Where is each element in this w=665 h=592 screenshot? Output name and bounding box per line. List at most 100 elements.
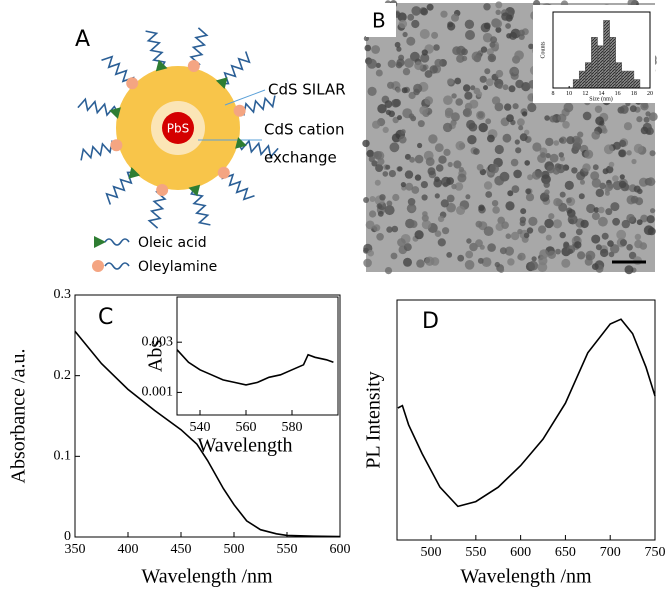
particle	[464, 260, 475, 270]
acid-head	[235, 137, 247, 149]
particle	[471, 51, 482, 62]
particle	[504, 246, 514, 256]
particle	[465, 30, 475, 40]
particle	[495, 26, 502, 33]
particle	[433, 44, 440, 51]
particle	[489, 41, 496, 48]
particle	[549, 115, 557, 123]
particle	[599, 182, 606, 190]
particle	[389, 142, 400, 153]
particle	[368, 156, 375, 163]
particle	[417, 142, 423, 149]
particle	[443, 95, 453, 105]
particle	[440, 199, 449, 208]
particle	[400, 182, 406, 188]
particle	[466, 238, 472, 244]
particle	[559, 231, 566, 239]
particle	[391, 133, 401, 143]
particle	[514, 139, 520, 145]
particle	[557, 113, 567, 123]
annotation: exchange	[264, 149, 337, 167]
particle	[366, 58, 377, 69]
particle	[419, 29, 430, 39]
ligand	[237, 139, 279, 159]
particle	[447, 22, 456, 31]
particle	[478, 204, 485, 211]
particle	[470, 85, 476, 91]
particle	[414, 154, 424, 164]
particle	[437, 215, 445, 223]
panel-label: C	[98, 305, 113, 330]
ligand	[77, 97, 119, 117]
particle	[434, 143, 444, 153]
particle	[446, 177, 454, 185]
line	[176, 349, 334, 386]
particle	[552, 219, 563, 229]
particle	[593, 207, 600, 213]
particle	[537, 262, 548, 272]
amine-head	[233, 104, 246, 117]
particle	[480, 46, 488, 53]
x-tick-label: 400	[118, 542, 139, 557]
particle	[426, 3, 434, 11]
particle	[498, 267, 505, 273]
particle	[643, 116, 650, 123]
chart: 500 550 600 650 700 750 Wavelength /nm PL Inten…	[363, 299, 665, 588]
x-tick-label: 750	[645, 545, 665, 560]
x-tick-label: 650	[555, 545, 576, 560]
y-tick-label: 0.003	[142, 334, 174, 349]
bar	[578, 70, 586, 89]
particle	[494, 261, 500, 268]
particle	[527, 174, 534, 181]
particle	[369, 196, 376, 202]
particle	[482, 32, 493, 43]
legend-marker	[92, 260, 104, 272]
particle	[591, 178, 602, 188]
particle	[490, 36, 498, 44]
particle	[497, 83, 503, 90]
particle	[379, 194, 386, 201]
particle	[413, 88, 420, 96]
particle	[414, 174, 422, 181]
particle	[521, 111, 528, 117]
particle	[397, 238, 406, 247]
particle	[594, 105, 603, 114]
particle	[424, 70, 433, 78]
particle	[457, 173, 467, 183]
y-tick-label: 0.2	[54, 368, 72, 383]
acid-head	[155, 59, 168, 72]
particle	[519, 133, 528, 142]
y-axis-label: Counts	[540, 41, 546, 59]
particle	[387, 59, 396, 68]
particle	[456, 54, 465, 63]
particle	[422, 211, 428, 217]
particle	[558, 152, 564, 158]
particle	[566, 136, 575, 145]
particle	[494, 175, 505, 186]
x-tick-label: 700	[600, 545, 621, 560]
particle	[404, 170, 414, 179]
particle	[442, 122, 453, 133]
particle	[475, 239, 483, 248]
particle	[502, 84, 509, 91]
particle	[447, 161, 453, 168]
chart: 8 10 12 14 16 18 20 Size (nm) Counts	[540, 11, 653, 102]
particle	[517, 252, 526, 261]
particle	[409, 220, 418, 229]
particle	[598, 206, 605, 214]
particle	[633, 143, 644, 154]
particle	[420, 53, 430, 63]
particle	[467, 135, 477, 145]
particle	[545, 137, 554, 147]
axes-frame	[396, 299, 656, 541]
x-tick-label: 12	[582, 91, 588, 97]
particle	[447, 78, 454, 85]
particle	[376, 203, 383, 209]
particle	[374, 179, 381, 186]
acid-head	[215, 77, 228, 89]
x-tick-label: 580	[282, 420, 303, 435]
particle	[580, 219, 589, 229]
particle	[477, 257, 484, 264]
particle	[483, 22, 491, 30]
particle	[506, 33, 512, 39]
